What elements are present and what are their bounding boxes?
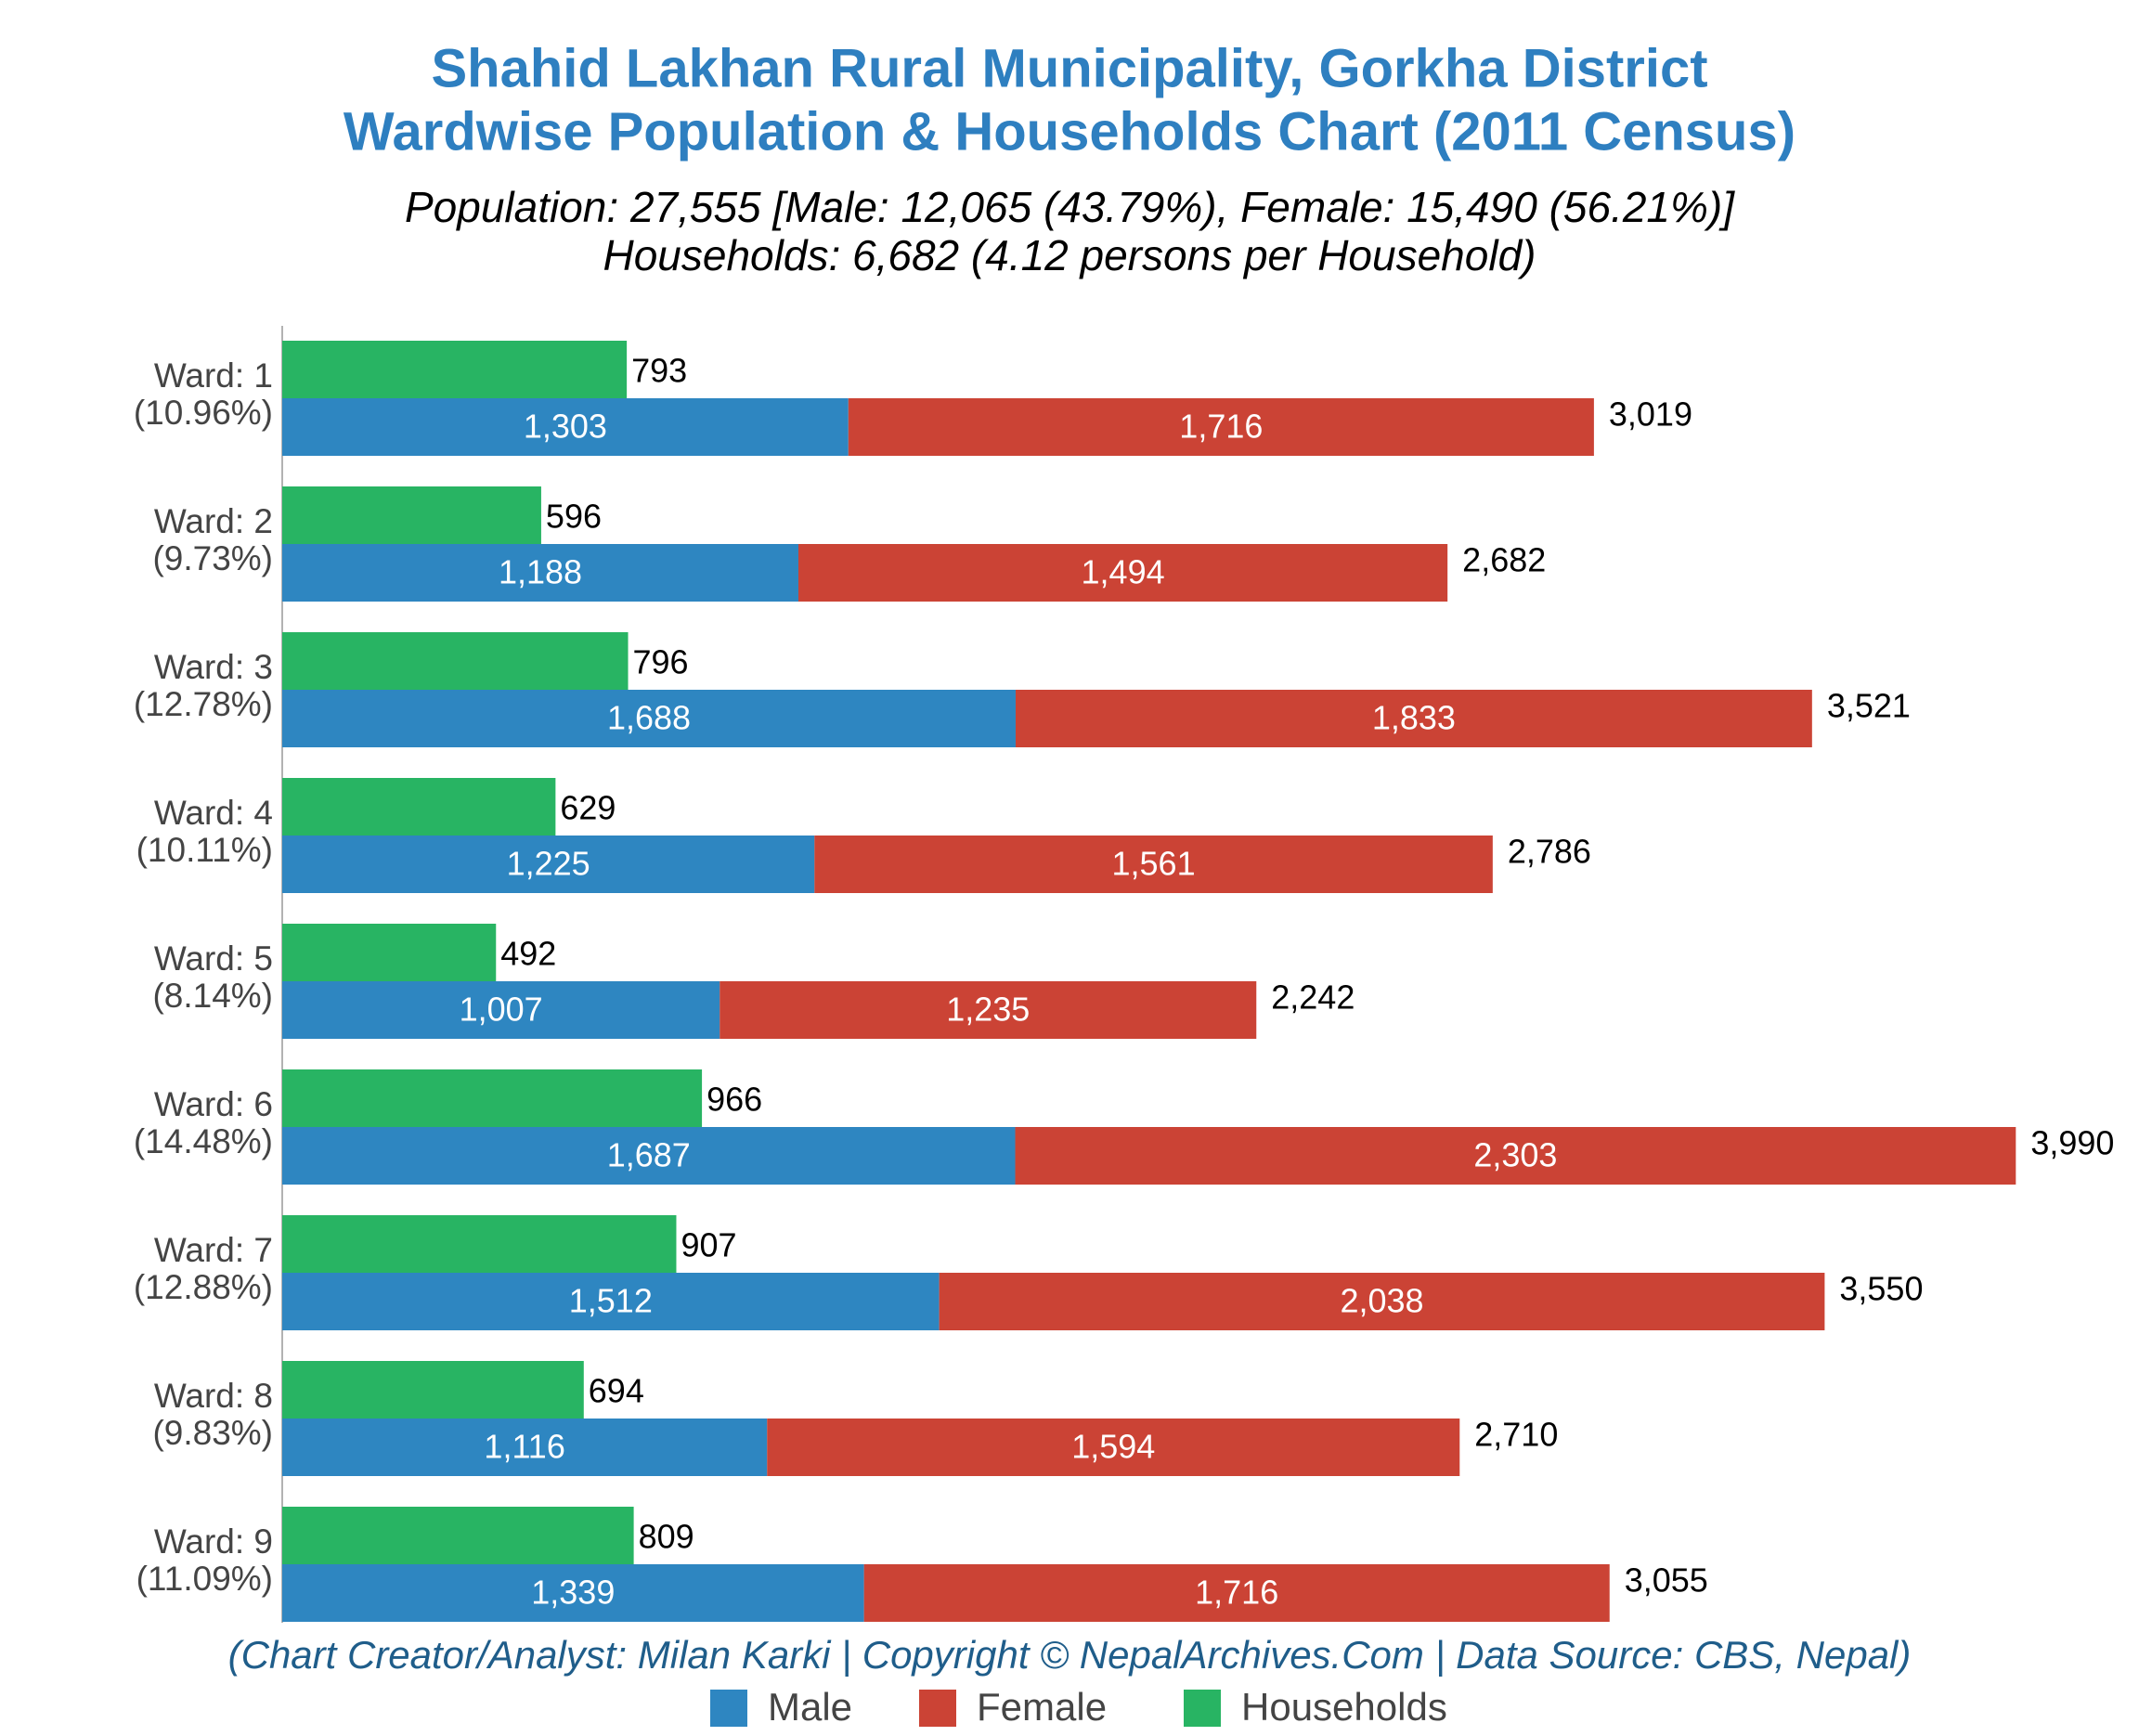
bar-value-label: 1,594: [1071, 1428, 1155, 1466]
bar-segment: [282, 690, 1016, 747]
chart-note: (Chart Creator/Analyst: Milan Karki | Co…: [228, 1633, 1912, 1678]
bar-value-label: 1,716: [1179, 408, 1263, 446]
chart-title: Shahid Lakhan Rural Municipality, Gorkha…: [431, 38, 1707, 98]
bar-value-label: 809: [639, 1518, 694, 1556]
bar-value-label: 1,833: [1372, 699, 1456, 737]
bar-segment: [848, 398, 1594, 456]
bar-value-label: 907: [681, 1226, 736, 1264]
bar-value-label: 1,225: [507, 845, 590, 883]
total-label: 3,550: [1839, 1270, 1923, 1308]
bar-value-label: 1,687: [607, 1136, 691, 1174]
bar-segment: [939, 1273, 1825, 1330]
total-label: 2,786: [1508, 833, 1591, 871]
bar: [282, 1361, 584, 1419]
bar: [282, 1069, 703, 1127]
bar-segment: [1015, 690, 1812, 747]
chart-subtitle: Population: 27,555 [Male: 12,065 (43.79%…: [405, 183, 1735, 231]
legend-swatch: [710, 1690, 747, 1727]
bar-segment: [282, 1564, 864, 1622]
bar-value-label: 492: [500, 935, 556, 973]
bar: [282, 632, 629, 690]
y-tick-label: Ward: 3: [154, 648, 273, 686]
bar-value-label: 1,494: [1082, 553, 1165, 591]
y-tick-label: (9.83%): [152, 1414, 273, 1452]
bar-value-label: 1,561: [1112, 845, 1196, 883]
y-tick-label: (11.09%): [136, 1560, 273, 1598]
bar: [282, 778, 556, 836]
bar-value-label: 1,188: [499, 553, 582, 591]
bar-value-label: 1,116: [484, 1428, 564, 1466]
total-label: 3,019: [1609, 395, 1692, 434]
bar-value-label: 1,688: [607, 699, 691, 737]
bar-segment: [282, 1419, 768, 1476]
bar-segment: [1015, 1127, 2016, 1185]
total-label: 2,682: [1462, 541, 1546, 579]
bar-value-label: 694: [589, 1372, 644, 1410]
bar-value-label: 1,716: [1195, 1574, 1278, 1612]
y-tick-label: Ward: 7: [154, 1231, 273, 1269]
bar: [282, 486, 541, 544]
bar: [282, 1215, 677, 1273]
bar-value-label: 1,512: [569, 1282, 653, 1320]
total-label: 3,055: [1625, 1561, 1708, 1600]
bar-value-label: 2,038: [1340, 1282, 1423, 1320]
total-label: 3,521: [1827, 687, 1911, 725]
bar-value-label: 1,339: [531, 1574, 615, 1612]
bar-value-label: 596: [546, 498, 602, 536]
y-tick-label: Ward: 5: [154, 939, 273, 978]
bar-value-label: 796: [633, 643, 689, 681]
bar: [282, 1507, 634, 1564]
y-tick-label: Ward: 4: [154, 794, 273, 832]
y-tick-label: (10.96%): [134, 394, 273, 432]
bar-segment: [767, 1419, 1460, 1476]
y-tick-label: (14.48%): [134, 1122, 273, 1160]
bar-value-label: 2,303: [1473, 1136, 1557, 1174]
legend-label: Female: [977, 1685, 1107, 1729]
bar: [282, 924, 497, 981]
bar-segment: [797, 544, 1448, 602]
bar-value-label: 629: [560, 789, 616, 827]
chart-subtitle: Households: 6,682 (4.12 persons per Hous…: [603, 231, 1536, 279]
bar-segment: [719, 981, 1257, 1039]
bar-value-label: 966: [707, 1081, 762, 1119]
y-tick-label: Ward: 9: [154, 1522, 273, 1561]
y-tick-label: (9.73%): [152, 539, 273, 577]
total-label: 2,710: [1474, 1416, 1558, 1454]
legend-swatch: [1184, 1690, 1221, 1727]
bar-value-label: 793: [631, 352, 687, 390]
bar-value-label: 1,235: [946, 991, 1030, 1029]
bar-segment: [282, 981, 720, 1039]
legend-label: Households: [1241, 1685, 1447, 1729]
y-tick-label: Ward: 8: [154, 1377, 273, 1415]
y-tick-label: (12.78%): [134, 685, 273, 723]
total-label: 3,990: [2030, 1124, 2114, 1162]
bar-segment: [282, 836, 815, 893]
y-tick-label: (8.14%): [152, 977, 273, 1015]
bar-segment: [814, 836, 1493, 893]
bar-value-label: 1,007: [460, 991, 543, 1029]
total-label: 2,242: [1271, 978, 1355, 1017]
bar-segment: [282, 544, 798, 602]
legend-label: Male: [768, 1685, 852, 1729]
chart-title: Wardwise Population & Households Chart (…: [344, 101, 1795, 162]
y-tick-label: (12.88%): [134, 1268, 273, 1306]
bar-segment: [282, 1127, 1016, 1185]
legend-swatch: [919, 1690, 956, 1727]
bar: [282, 341, 628, 398]
y-tick-label: Ward: 2: [154, 502, 273, 540]
bar-segment: [282, 1273, 940, 1330]
y-tick-label: Ward: 6: [154, 1085, 273, 1123]
y-tick-label: (10.11%): [136, 831, 273, 869]
bar-segment: [863, 1564, 1610, 1622]
y-tick-label: Ward: 1: [154, 356, 273, 395]
bar-segment: [282, 398, 849, 456]
bar-value-label: 1,303: [524, 408, 607, 446]
